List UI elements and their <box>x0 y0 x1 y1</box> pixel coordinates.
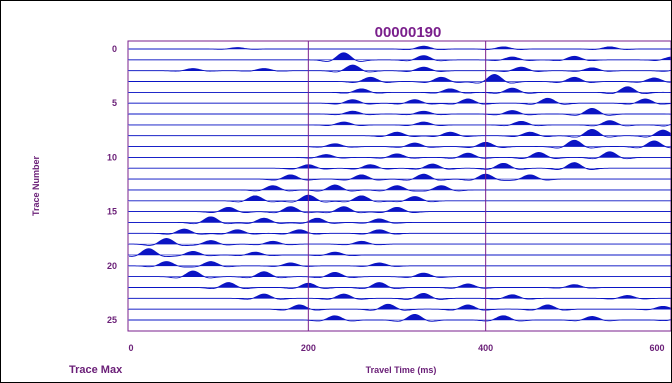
trace-8-fill <box>129 129 671 136</box>
trace-15 <box>128 206 671 214</box>
trace-0 <box>128 45 671 51</box>
trace-19 <box>128 248 671 258</box>
trace-9 <box>128 139 671 149</box>
trace-10 <box>128 151 671 160</box>
trace-1 <box>128 52 671 62</box>
y-tick-label: 15 <box>107 207 117 217</box>
y-tick-label: 0 <box>112 44 117 54</box>
trace-22 <box>128 282 671 290</box>
trace-14 <box>128 194 671 203</box>
trace-13 <box>128 184 671 192</box>
trace-23-fill <box>129 293 671 299</box>
trace-16-fill <box>129 216 671 223</box>
x-tick-label: 200 <box>301 343 316 353</box>
trace-3 <box>128 74 671 84</box>
trace-8 <box>128 128 671 138</box>
trace-18-fill <box>129 238 671 245</box>
trace-17-fill <box>129 229 671 234</box>
trace-5-fill <box>129 98 671 104</box>
vertical-gridlines <box>307 41 487 331</box>
x-tick-label: 400 <box>478 343 493 353</box>
trace-lines <box>128 45 671 322</box>
x-tick-label: 600 <box>649 343 664 353</box>
y-axis-label: Trace Number <box>31 155 41 216</box>
trace-2-fill <box>129 65 671 71</box>
plot-border <box>127 40 671 332</box>
trace-11 <box>128 162 671 170</box>
y-tick-label: 25 <box>107 315 117 325</box>
trace-0-fill <box>129 46 671 49</box>
trace-21 <box>128 270 671 279</box>
y-tick-label: 10 <box>107 152 117 162</box>
trace-11-fill <box>129 162 671 169</box>
trace-22-fill <box>129 282 671 288</box>
trace-4-fill <box>129 86 671 93</box>
trace-19-wiggle <box>128 248 671 258</box>
y-tick-label: 20 <box>107 261 117 271</box>
trace-19-fill <box>129 248 671 255</box>
trace-20 <box>128 261 671 268</box>
trace-25 <box>128 313 671 322</box>
trace-18 <box>128 238 671 247</box>
trace-14-fill <box>129 195 671 201</box>
trace-24 <box>128 303 671 311</box>
x-axis-label: Travel Time (ms) <box>366 365 437 375</box>
trace-24-fill <box>129 304 671 310</box>
trace-2 <box>128 64 671 73</box>
trace-7 <box>128 120 671 127</box>
chart-title: 00000190 <box>375 24 442 41</box>
y-tick-labels: 0 5 10 15 20 25 <box>107 44 117 325</box>
trace-9-fill <box>129 140 671 147</box>
trace-23 <box>128 292 671 300</box>
trace-16 <box>128 216 671 225</box>
y-tick-label: 5 <box>112 98 117 108</box>
trace-12-wiggle <box>129 173 671 181</box>
trace-15-fill <box>129 206 671 212</box>
trace-12-fill <box>129 174 671 180</box>
trace-17 <box>128 228 671 235</box>
trace-max-label: Trace Max <box>69 364 123 376</box>
x-tick-labels: 0 200 400 600 <box>128 343 664 353</box>
trace-20-fill <box>129 261 671 266</box>
trace-7-wiggle <box>129 120 671 127</box>
trace-4 <box>128 86 671 95</box>
trace-13-fill <box>129 185 671 190</box>
trace-7-fill <box>129 120 671 125</box>
trace-12 <box>128 173 671 181</box>
trace-22-wiggle <box>129 282 671 290</box>
trace-21-fill <box>129 271 671 277</box>
trace-3-fill <box>129 74 671 82</box>
trace-5 <box>128 97 671 105</box>
trace-6 <box>128 108 671 116</box>
x-tick-label: 0 <box>128 343 133 353</box>
trace-1-fill <box>129 52 671 60</box>
